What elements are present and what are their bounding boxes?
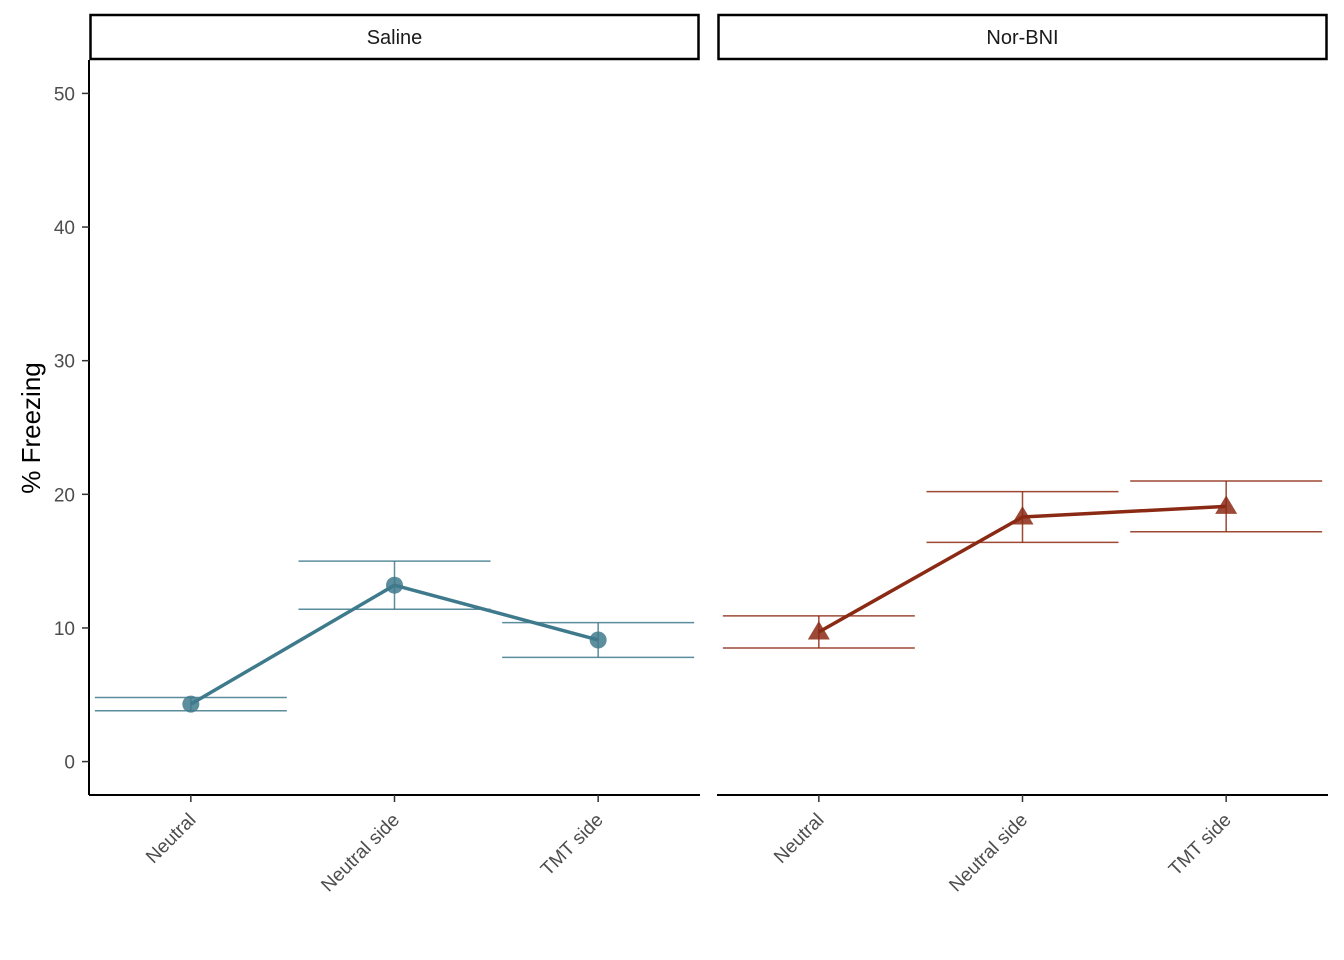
panel-nor-bni: Nor-BNI Neutral Neutral side TMT side <box>717 13 1328 897</box>
panel-saline: Saline Neutral Neutral side TMT side <box>89 13 700 897</box>
x-tick-label: Neutral side <box>945 810 1032 897</box>
x-tick-label: Neutral side <box>317 810 404 897</box>
y-tick-label: 40 <box>54 218 75 239</box>
data-point <box>1011 506 1034 525</box>
strip-label: Nor-BNI <box>986 27 1058 49</box>
y-tick-label: 30 <box>54 352 75 373</box>
y-axis-title: % Freezing <box>16 362 46 494</box>
x-tick-label: TMT side <box>537 810 608 881</box>
data-point <box>386 576 403 594</box>
strip-box <box>717 13 1328 61</box>
x-tick-label: Neutral <box>770 810 828 868</box>
x-tick-label: Neutral <box>142 810 200 868</box>
y-axis: 0 10 20 30 40 50 <box>54 60 90 795</box>
y-tick-label: 10 <box>54 619 75 640</box>
data-point <box>807 620 830 640</box>
data-point <box>589 631 607 649</box>
y-tick-label: 50 <box>54 84 75 105</box>
y-tick-label: 0 <box>64 753 75 774</box>
data-point <box>182 695 200 713</box>
strip-box <box>89 13 700 61</box>
y-tick-label: 20 <box>54 485 75 506</box>
strip-label: Saline <box>367 27 423 49</box>
data-point <box>1215 495 1238 514</box>
x-tick-label: TMT side <box>1165 810 1236 881</box>
